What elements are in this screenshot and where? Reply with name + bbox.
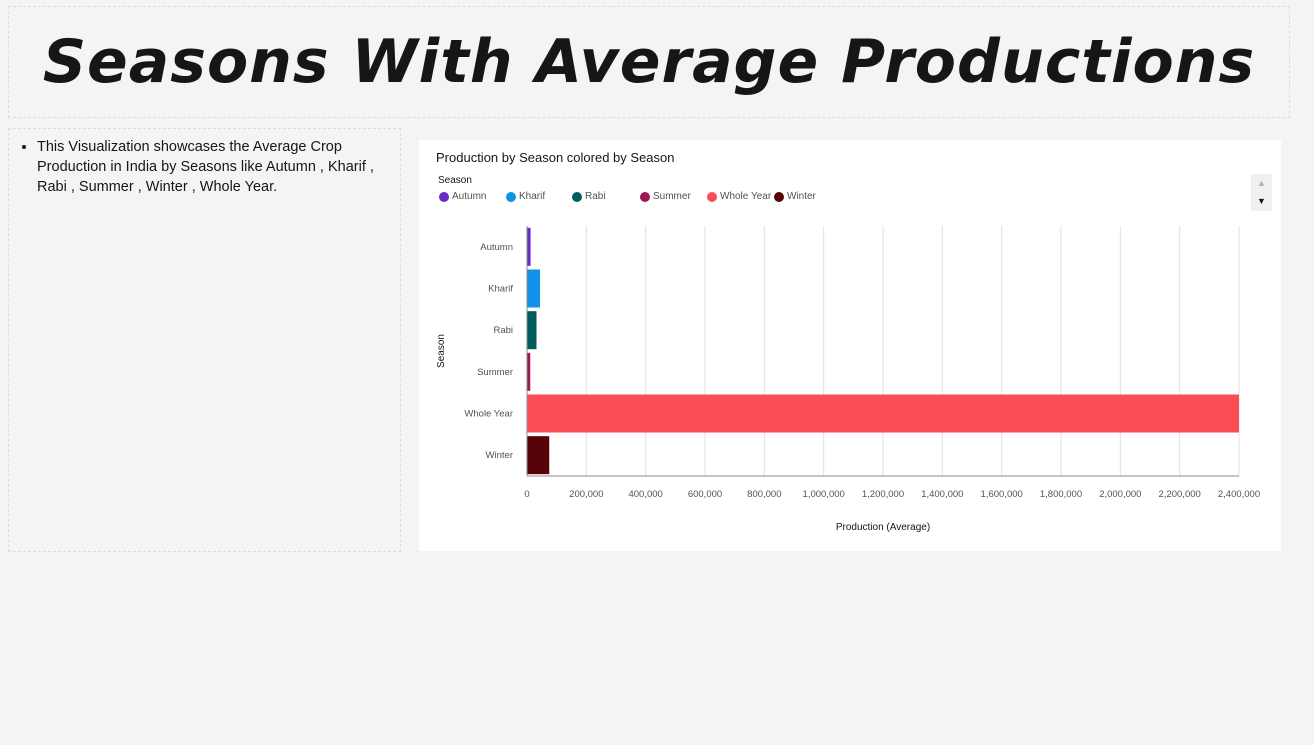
x-tick-label: 600,000 [688, 489, 722, 500]
bar-winter [527, 436, 550, 475]
bar-kharif [527, 269, 541, 308]
y-tick-label: Winter [486, 450, 513, 461]
legend-item-kharif[interactable]: Kharif [506, 191, 545, 202]
x-tick-label: 800,000 [747, 489, 781, 500]
x-tick-label: 0 [524, 489, 529, 500]
bar-whole-year [527, 394, 1239, 433]
x-tick-label: 200,000 [569, 489, 603, 500]
triangle-down-icon[interactable]: ▼ [1257, 196, 1266, 206]
legend-item-autumn[interactable]: Autumn [439, 191, 486, 202]
description-panel: This Visualization showcases the Average… [8, 128, 401, 552]
legend-scrollbar[interactable]: ▲ ▼ [1251, 174, 1272, 211]
legend-swatch [707, 191, 717, 202]
legend-swatch [506, 191, 516, 202]
bar-summer [527, 352, 531, 391]
x-tick-label: 1,600,000 [981, 489, 1023, 500]
legend-item-summer[interactable]: Summer [640, 191, 691, 202]
legend-swatch [774, 191, 784, 202]
y-tick-label: Kharif [488, 284, 513, 295]
y-tick-label: Whole Year [464, 409, 513, 420]
legend-item-whole-year[interactable]: Whole Year [707, 191, 771, 202]
y-tick-label: Summer [477, 367, 513, 378]
chart-title: Production by Season colored by Season [436, 150, 675, 165]
x-tick-label: 2,200,000 [1159, 489, 1201, 500]
legend-item-rabi[interactable]: Rabi [572, 191, 606, 202]
description-list: This Visualization showcases the Average… [17, 137, 390, 197]
legend-swatch [439, 191, 449, 202]
legend-label: Whole Year [720, 191, 772, 202]
title-panel: Seasons With Average Productions [8, 6, 1290, 118]
y-tick-label: Autumn [480, 242, 513, 253]
x-tick-label: 1,200,000 [862, 489, 904, 500]
bar-rabi [527, 311, 537, 350]
x-tick-label: 1,800,000 [1040, 489, 1082, 500]
y-axis-title: Season [436, 334, 447, 368]
chart-card[interactable]: Production by Season colored by Season S… [419, 140, 1281, 551]
x-tick-label: 1,000,000 [803, 489, 845, 500]
x-tick-label: 1,400,000 [921, 489, 963, 500]
x-tick-label: 2,000,000 [1099, 489, 1141, 500]
y-tick-label: Rabi [493, 325, 513, 336]
legend-swatch [640, 191, 650, 202]
legend-label: Summer [653, 191, 691, 202]
legend-title: Season [438, 175, 472, 186]
legend-label: Autumn [452, 191, 487, 202]
description-text: This Visualization showcases the Average… [37, 137, 390, 197]
legend-swatch [572, 191, 582, 202]
page-title: Seasons With Average Productions [42, 27, 1256, 97]
legend-label: Winter [787, 191, 816, 202]
x-axis-title: Production (Average) [836, 522, 930, 533]
triangle-up-icon[interactable]: ▲ [1257, 178, 1266, 188]
x-tick-label: 2,400,000 [1218, 489, 1260, 500]
legend-label: Rabi [585, 191, 606, 202]
legend-label: Kharif [519, 191, 546, 202]
x-tick-label: 400,000 [628, 489, 662, 500]
bar-chart: Autumn Kharif Rabi Summer Whole Year Winter 0 2… [436, 226, 1260, 533]
bar-autumn [527, 227, 531, 266]
legend-item-winter[interactable]: Winter [774, 191, 816, 202]
